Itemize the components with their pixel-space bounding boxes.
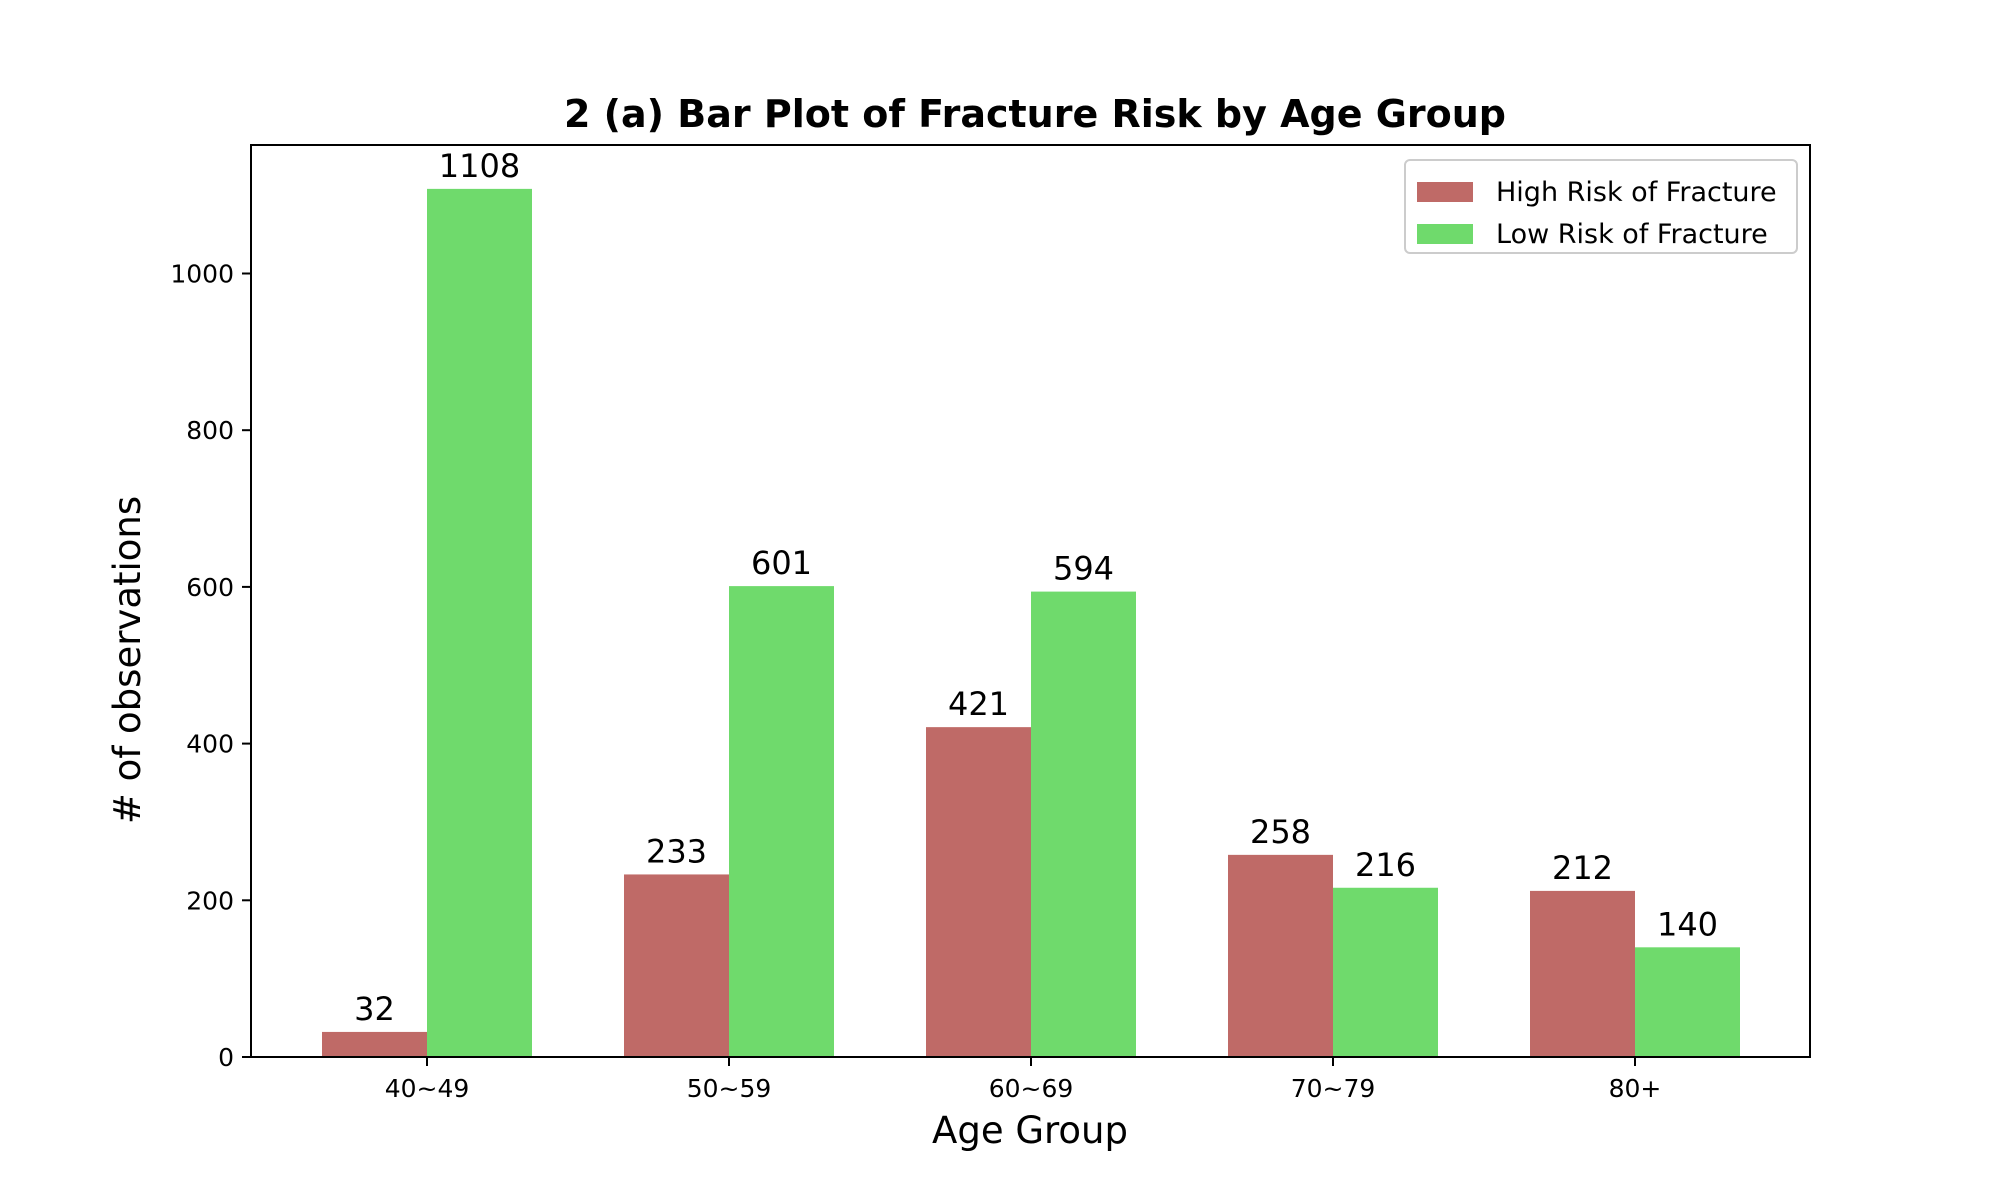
legend-swatch xyxy=(1417,224,1473,244)
legend-swatch xyxy=(1417,182,1473,202)
bar-value-label: 594 xyxy=(1053,550,1114,588)
bar-high-4 xyxy=(1530,890,1635,1057)
bar-high-3 xyxy=(1228,854,1333,1057)
x-axis-label: Age Group xyxy=(932,1109,1128,1152)
bar-high-0 xyxy=(322,1031,427,1057)
bar-value-labels: 32 1108 233 601 421 594 258 216 212 140 xyxy=(354,147,1718,1028)
bar-value-label: 32 xyxy=(354,990,395,1028)
y-axis-label: # of observations xyxy=(106,496,149,824)
bar-low-2 xyxy=(1031,591,1136,1057)
x-tick-label: 50~59 xyxy=(687,1074,772,1103)
y-tick-label: 400 xyxy=(186,730,234,759)
chart-title: 2 (a) Bar Plot of Fracture Risk by Age G… xyxy=(564,92,1506,136)
bar-low-3 xyxy=(1333,887,1438,1057)
y-axis: 0 200 400 600 800 1000 xyxy=(170,259,251,1072)
bar-value-label: 601 xyxy=(751,544,812,582)
x-tick-label: 80+ xyxy=(1609,1074,1662,1103)
bar-value-label: 1108 xyxy=(439,147,520,185)
bar-value-label: 216 xyxy=(1355,846,1416,884)
bar-value-label: 421 xyxy=(948,685,1009,723)
legend-entry-label: High Risk of Fracture xyxy=(1496,177,1777,208)
bar-value-label: 233 xyxy=(646,832,707,870)
bar-high-2 xyxy=(926,727,1031,1057)
bar-low-1 xyxy=(729,586,834,1057)
x-tick-label: 70~79 xyxy=(1291,1074,1376,1103)
y-tick-label: 800 xyxy=(186,416,234,445)
x-tick-label: 40~49 xyxy=(385,1074,470,1103)
legend-box xyxy=(1404,159,1798,254)
legend-entry-label: Low Risk of Fracture xyxy=(1496,219,1768,250)
y-tick-label: 0 xyxy=(218,1043,234,1072)
y-tick-label: 600 xyxy=(186,573,234,602)
x-tick-label: 60~69 xyxy=(989,1074,1074,1103)
legend: High Risk of Fracture Low Risk of Fractur… xyxy=(1404,159,1798,254)
bars xyxy=(322,188,1740,1057)
bar-low-0 xyxy=(427,188,532,1057)
x-axis: 40~49 50~59 60~69 70~79 80+ xyxy=(385,1057,1662,1103)
y-tick-label: 1000 xyxy=(170,259,234,288)
bar-value-label: 212 xyxy=(1552,849,1613,887)
bar-low-4 xyxy=(1635,947,1740,1057)
bar-value-label: 258 xyxy=(1250,813,1311,851)
y-tick-label: 200 xyxy=(186,886,234,915)
bar-value-label: 140 xyxy=(1657,905,1718,943)
bar-high-1 xyxy=(624,874,729,1057)
